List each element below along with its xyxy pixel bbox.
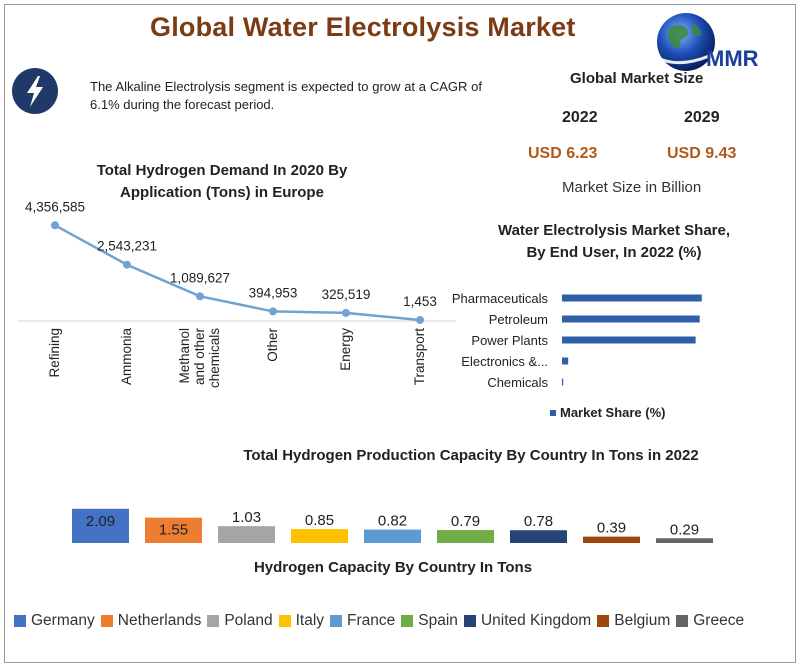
lightning-bolt-icon bbox=[12, 68, 58, 114]
hbar-chart-title-2: By End User, In 2022 (%) bbox=[526, 244, 701, 261]
demand-data-label: 325,519 bbox=[322, 287, 371, 302]
legend-swatch bbox=[330, 615, 343, 627]
demand-point bbox=[269, 307, 277, 316]
hbar-bar bbox=[562, 294, 702, 302]
legend-label: France bbox=[347, 612, 396, 629]
country-capacity-chart: Total Hydrogen Production Capacity By Co… bbox=[72, 447, 713, 576]
legend-label: Germany bbox=[31, 612, 95, 629]
year-2029: 2029 bbox=[684, 109, 720, 126]
market-size-caption: Market Size in Billion bbox=[562, 179, 702, 196]
legend-item: United Kingdom bbox=[463, 612, 592, 630]
demand-category-label: Other bbox=[265, 327, 280, 361]
country-bar bbox=[364, 529, 421, 543]
country-bar bbox=[510, 530, 567, 543]
market-value-2022: USD 6.23 bbox=[528, 145, 598, 162]
line-chart-title-1: Total Hydrogen Demand In 2020 By bbox=[97, 162, 348, 179]
legend-item: France bbox=[330, 612, 395, 630]
legend-swatch bbox=[401, 615, 414, 627]
country-data-label: 1.03 bbox=[232, 509, 261, 526]
legend-swatch bbox=[100, 615, 113, 627]
demand-category-label: Transport bbox=[412, 328, 427, 386]
country-data-label: 0.82 bbox=[378, 513, 407, 530]
demand-point bbox=[342, 308, 350, 317]
demand-data-label: 2,543,231 bbox=[97, 239, 157, 254]
demand-category-label: Methanoland otherchemicals bbox=[177, 327, 222, 388]
country-data-label: 0.29 bbox=[670, 521, 699, 538]
country-bar bbox=[656, 538, 713, 543]
demand-data-label: 1,089,627 bbox=[170, 270, 230, 285]
hbar-category-label: Power Plants bbox=[471, 333, 548, 348]
country-data-label: 0.39 bbox=[597, 520, 626, 537]
country-bar bbox=[437, 530, 494, 543]
capacity-chart-title: Total Hydrogen Production Capacity By Co… bbox=[243, 447, 698, 464]
legend-item: Netherlands bbox=[100, 612, 202, 630]
legend-label: Belgium bbox=[614, 612, 671, 629]
legend-item: Greece bbox=[676, 612, 744, 630]
hbar-category-label: Petroleum bbox=[489, 312, 548, 327]
demand-data-label: 394,953 bbox=[249, 285, 298, 300]
country-bar bbox=[583, 536, 640, 543]
market-size-title: Global Market Size bbox=[570, 70, 704, 87]
hbar-bar bbox=[562, 378, 564, 386]
legend-label: United Kingdom bbox=[480, 612, 592, 629]
cagr-note: The Alkaline Electrolysis segment is exp… bbox=[90, 79, 482, 112]
country-bar bbox=[145, 517, 202, 543]
legend-item: Poland bbox=[207, 612, 273, 630]
legend-item: Spain bbox=[401, 612, 458, 630]
country-legend: Germany Netherlands Poland Italy France Spain… bbox=[14, 612, 794, 630]
legend-swatch bbox=[676, 615, 689, 627]
legend-label: Italy bbox=[295, 612, 325, 629]
demand-point bbox=[416, 315, 424, 324]
legend-swatch bbox=[14, 615, 26, 627]
country-data-label: 0.79 bbox=[451, 513, 480, 530]
country-data-label: 0.78 bbox=[524, 513, 553, 530]
logo-text: MMR bbox=[706, 46, 759, 71]
demand-point bbox=[51, 221, 59, 230]
market-value-2029: USD 9.43 bbox=[667, 145, 737, 162]
country-data-label: 0.85 bbox=[305, 512, 334, 529]
hbar-chart-title-1: Water Electrolysis Market Share, bbox=[498, 222, 730, 239]
hbar-category-label: Electronics &... bbox=[461, 354, 548, 369]
infographic-frame bbox=[4, 4, 796, 663]
demand-point bbox=[196, 292, 204, 301]
legend-item: Germany bbox=[14, 612, 95, 630]
year-2022: 2022 bbox=[562, 109, 598, 126]
line-chart-title-2: Application (Tons) in Europe bbox=[120, 184, 324, 201]
hydrogen-demand-chart: Total Hydrogen Demand In 2020 By Applica… bbox=[18, 162, 456, 388]
country-bar bbox=[218, 526, 275, 543]
legend-swatch bbox=[463, 615, 476, 627]
demand-point bbox=[123, 260, 131, 269]
demand-category-label: Refining bbox=[47, 328, 62, 378]
capacity-chart-xlabel: Hydrogen Capacity By Country In Tons bbox=[254, 559, 532, 576]
globe-logo-icon: MMR bbox=[653, 13, 759, 71]
hbar-legend-label: Market Share (%) bbox=[560, 405, 665, 420]
legend-item: Italy bbox=[278, 612, 325, 630]
country-bar bbox=[72, 508, 129, 543]
page-title: Global Water Electrolysis Market bbox=[150, 12, 576, 42]
demand-data-label: 4,356,585 bbox=[25, 199, 85, 214]
hbar-bar bbox=[562, 315, 700, 323]
demand-line bbox=[54, 224, 421, 322]
demand-category-label: Ammonia bbox=[119, 328, 134, 386]
legend-item: Belgium bbox=[597, 612, 670, 630]
country-bar bbox=[291, 529, 348, 543]
legend-label: Netherlands bbox=[117, 612, 202, 629]
hbar-category-label: Pharmaceuticals bbox=[452, 291, 549, 306]
hbar-category-label: Chemicals bbox=[487, 375, 548, 390]
end-user-share-chart: Water Electrolysis Market Share, By End … bbox=[452, 222, 730, 420]
legend-swatch bbox=[278, 615, 291, 627]
hbar-bar bbox=[562, 336, 696, 344]
legend-swatch bbox=[597, 615, 610, 627]
country-data-label: 1.55 bbox=[159, 522, 188, 539]
legend-label: Greece bbox=[693, 612, 745, 629]
legend-label: Poland bbox=[224, 612, 273, 629]
legend-swatch bbox=[207, 615, 220, 627]
demand-category-label: Energy bbox=[338, 328, 353, 371]
demand-data-label: 1,453 bbox=[403, 294, 437, 309]
country-data-label: 2.09 bbox=[86, 513, 115, 530]
hbar-bar bbox=[562, 357, 569, 365]
legend-label: Spain bbox=[418, 612, 458, 629]
hbar-legend-swatch bbox=[550, 410, 556, 416]
